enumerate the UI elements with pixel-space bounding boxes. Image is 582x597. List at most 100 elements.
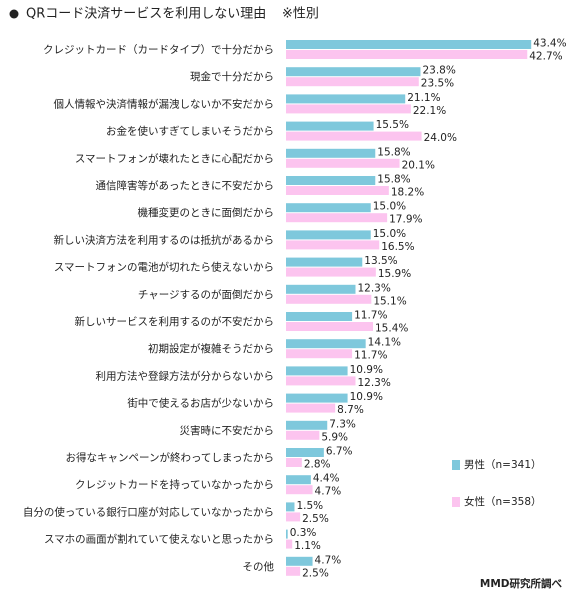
value-label: 4.7% — [315, 486, 342, 498]
chart-subtitle: ※性別 — [282, 7, 319, 22]
bar — [286, 458, 302, 467]
category-label: スマートフォンの電池が切れたら使えないから — [54, 261, 274, 274]
bar — [286, 50, 528, 59]
value-label: 17.9% — [389, 214, 422, 226]
category-label: お得なキャンペーンが終わってしまったから — [65, 451, 274, 464]
bar — [286, 176, 376, 185]
value-label: 23.5% — [421, 78, 454, 90]
category-label: スマートフォンが壊れたときに心配だから — [75, 152, 274, 165]
value-label: 7.3% — [329, 418, 356, 430]
value-label: 13.5% — [364, 255, 397, 267]
value-label: 18.2% — [391, 187, 424, 199]
bar — [286, 376, 356, 386]
value-label: 1.1% — [294, 540, 321, 552]
bar — [286, 312, 353, 321]
value-label: 42.7% — [529, 51, 562, 63]
bar — [286, 512, 301, 522]
category-label: クレジットカードを持っていなかったから — [75, 478, 274, 491]
value-label: 15.0% — [373, 201, 406, 213]
value-label: 15.5% — [376, 119, 409, 131]
value-label: 15.9% — [378, 268, 411, 280]
bar — [286, 121, 374, 131]
value-label: 2.5% — [302, 513, 329, 525]
category-label: 利用方法や登録方法が分からないから — [96, 369, 275, 382]
category-label: 機種変更のときに面倒だから — [138, 206, 275, 219]
bar — [286, 267, 376, 277]
category-label: 通信障害等があったときに不安だから — [96, 179, 275, 192]
value-label: 15.4% — [375, 323, 408, 335]
bar — [286, 349, 353, 359]
bar — [286, 475, 311, 485]
bar — [286, 240, 380, 250]
category-label: 現金で十分だから — [190, 70, 274, 83]
value-label: 2.8% — [304, 459, 331, 471]
bar — [286, 104, 411, 114]
bar — [286, 284, 356, 294]
bar — [286, 94, 406, 104]
bar — [286, 158, 400, 168]
value-label: 15.8% — [377, 174, 410, 186]
value-label: 15.1% — [373, 295, 406, 307]
category-label: クレジットカード（カードタイプ）で十分だから — [43, 43, 274, 56]
value-label: 2.5% — [302, 567, 329, 579]
bar — [286, 257, 363, 267]
category-label: 新しいサービスを利用するのが不安だから — [75, 315, 275, 328]
value-label: 20.1% — [402, 159, 435, 171]
bar — [286, 430, 320, 440]
value-label: 22.1% — [413, 105, 446, 117]
value-label: 11.7% — [354, 310, 387, 322]
source: MMD研究所調べ — [480, 577, 563, 590]
category-label: その他 — [243, 560, 275, 573]
bar — [286, 131, 422, 141]
value-label: 15.0% — [373, 228, 406, 240]
value-label: 23.8% — [422, 65, 455, 77]
category-label: 災害時に不安だから — [180, 424, 275, 437]
value-label: 6.7% — [326, 446, 353, 458]
legend-label: 女性（n=358） — [464, 495, 542, 508]
chart-title: QRコード決済サービスを利用しない理由 — [26, 6, 266, 22]
legend-swatch — [452, 497, 460, 507]
bar — [286, 566, 301, 576]
bar — [286, 294, 372, 304]
bar — [286, 40, 532, 49]
value-label: 24.0% — [424, 132, 457, 144]
value-label: 1.5% — [296, 500, 323, 512]
bar — [286, 393, 348, 403]
category-label: 初期設定が複雑そうだから — [148, 342, 274, 355]
value-label: 43.4% — [533, 38, 566, 50]
bar — [286, 213, 388, 223]
bar — [286, 322, 374, 331]
category-label: 新しい決済方法を利用するのは抵抗があるから — [54, 233, 275, 246]
category-label: チャージするのが面倒だから — [138, 288, 274, 301]
bar — [286, 420, 328, 430]
bar — [286, 77, 419, 87]
bar — [286, 186, 389, 195]
category-label: スマホの画面が割れていて使えないと思ったから — [44, 533, 274, 546]
value-label: 5.9% — [321, 431, 348, 443]
legend-label: 男性（n=341） — [464, 458, 542, 471]
bar — [286, 556, 313, 566]
value-label: 10.9% — [350, 364, 383, 376]
category-label: お金を使いすぎてしまいそうだから — [106, 125, 274, 138]
bar — [286, 339, 366, 349]
bar — [286, 366, 348, 376]
bar — [286, 403, 336, 413]
bar — [286, 203, 371, 213]
value-label: 14.1% — [368, 337, 401, 349]
value-label: 0.3% — [290, 527, 317, 539]
value-label: 10.9% — [350, 391, 383, 403]
bar — [286, 67, 421, 77]
value-label: 8.7% — [337, 404, 364, 416]
value-label: 11.7% — [354, 350, 387, 362]
category-label: 自分の使っている銀行口座が対応していなかったから — [23, 505, 274, 518]
value-label: 12.3% — [357, 377, 390, 389]
value-label: 16.5% — [381, 241, 414, 253]
value-label: 12.3% — [357, 282, 390, 294]
legend-swatch — [452, 460, 460, 470]
bar — [286, 230, 371, 240]
title-bullet — [9, 9, 19, 19]
bar — [286, 502, 295, 512]
bar — [286, 539, 293, 549]
category-label: 街中で使えるお店が少ないから — [127, 397, 274, 410]
